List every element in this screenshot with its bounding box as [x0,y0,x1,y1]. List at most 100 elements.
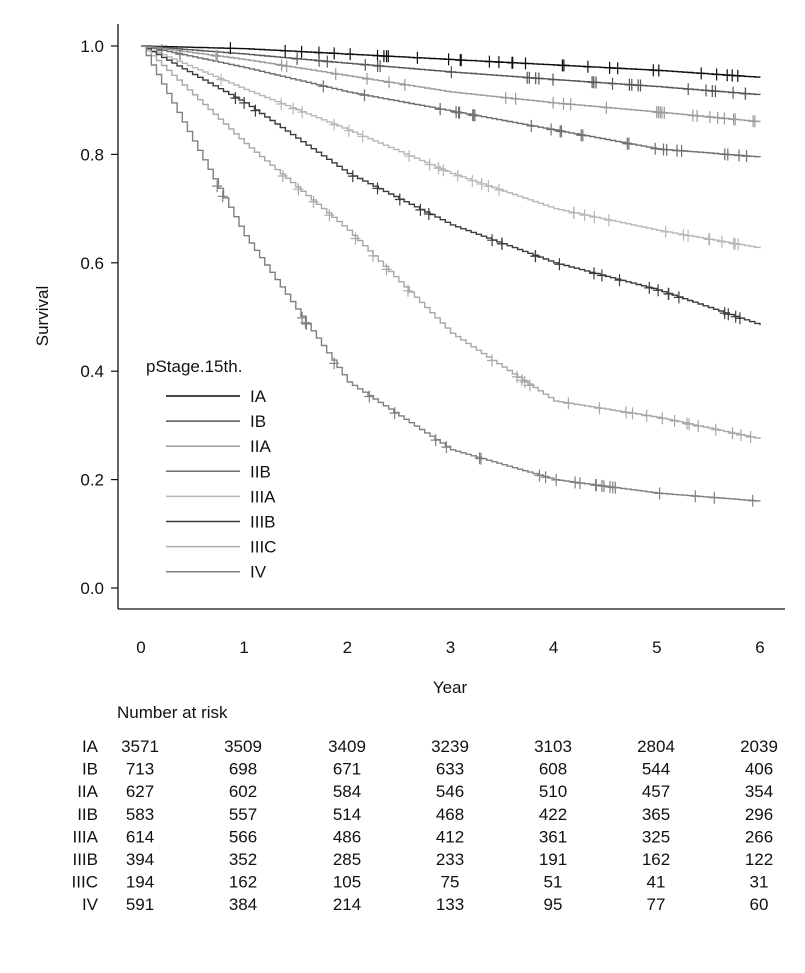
censor-mark [494,183,504,196]
censor-mark [690,490,701,503]
risk-value: 191 [539,850,567,869]
x-axis-title: Year [433,678,468,697]
risk-value: 557 [229,805,257,824]
censor-mark [710,423,721,436]
censor-mark [704,233,715,246]
censor-mark [663,288,674,300]
censor-mark [678,228,689,241]
censor-mark [412,51,423,64]
censor-mark [469,109,480,122]
censor-mark [589,211,600,224]
censor-mark [430,434,441,447]
risk-row-label: IIIC [72,873,98,892]
censor-mark [740,87,751,100]
legend-label-iiia: IIIA [250,487,276,506]
censor-mark [710,85,721,98]
censor-mark [683,229,694,242]
censor-mark [476,452,486,465]
censor-mark [381,263,392,276]
censor-mark [211,49,221,62]
risk-value: 105 [333,873,361,892]
risk-value: 233 [436,850,464,869]
censor-mark [748,115,759,128]
censor-mark [329,118,340,131]
censor-mark [493,56,504,69]
censor-mark [216,73,227,86]
x-tick-label: 2 [343,638,352,657]
censor-mark [747,494,758,507]
x-tick-label: 1 [239,638,248,657]
risk-value: 60 [750,895,769,914]
risk-value: 352 [229,850,257,869]
censor-mark [438,164,449,177]
censor-mark [433,162,444,175]
censor-mark [577,129,588,142]
censor-mark [727,427,738,440]
censor-mark [563,397,574,410]
censor-mark [441,441,452,454]
censor-mark [719,112,730,125]
risk-value: 457 [642,782,670,801]
censor-mark [288,102,299,115]
censor-mark [360,58,371,71]
censor-mark [452,169,463,182]
censor-mark [384,76,395,89]
censor-mark [372,59,383,72]
y-tick-label: 0.6 [80,254,104,273]
censor-mark [301,318,312,330]
curve-iiia [141,45,761,249]
censor-mark [424,158,435,171]
censor-mark [607,77,618,90]
censor-mark [423,208,434,220]
risk-row-label: IA [82,737,99,756]
censor-mark [745,431,756,443]
risk-value: 75 [441,873,460,892]
censor-mark [530,250,541,263]
number-at-risk-table: Number at risk IA 3571 3509 3409 3239 3103 2804… [72,703,778,914]
censor-mark [293,183,304,196]
censor-mark [281,60,292,73]
censor-mark [557,59,568,72]
censor-mark [156,44,167,57]
censor-mark [487,354,497,367]
censor-mark [540,471,551,484]
censor-mark [716,235,727,248]
censor-mark [239,96,250,109]
risk-value: 468 [436,805,464,824]
censor-mark [701,84,711,97]
x-tick-label: 0 [136,638,145,657]
censor-mark [399,78,410,91]
y-axis-title: Survival [33,286,52,346]
censor-mark [467,174,478,187]
legend-label-ib: IB [250,412,266,431]
censor-mark [728,86,739,99]
censor-mark [526,119,537,132]
censor-mark [644,281,655,294]
risk-value: 325 [642,827,670,846]
censor-mark [343,124,354,137]
censor-mark [683,83,694,96]
risk-row-label: IB [82,760,98,779]
risk-value: 361 [539,827,567,846]
risk-value: 384 [229,895,257,914]
censor-mark [624,78,635,91]
censor-mark [548,73,558,86]
risk-value: 633 [436,760,464,779]
censor-mark [435,103,446,116]
risk-table-title: Number at risk [117,703,228,722]
censor-mark [730,310,741,323]
censor-mark [507,56,518,69]
risk-value: 133 [436,895,464,914]
censor-mark [661,143,672,156]
censor-mark [476,178,487,190]
censor-mark [292,52,303,65]
censor-mark [654,487,665,500]
risk-value: 583 [126,805,154,824]
censor-mark [590,479,601,492]
censor-mark [277,170,288,182]
censor-mark [329,47,340,60]
censor-mark [704,111,715,124]
risk-value: 77 [647,895,666,914]
curve-iib [141,45,761,158]
risk-value: 2804 [637,737,675,756]
